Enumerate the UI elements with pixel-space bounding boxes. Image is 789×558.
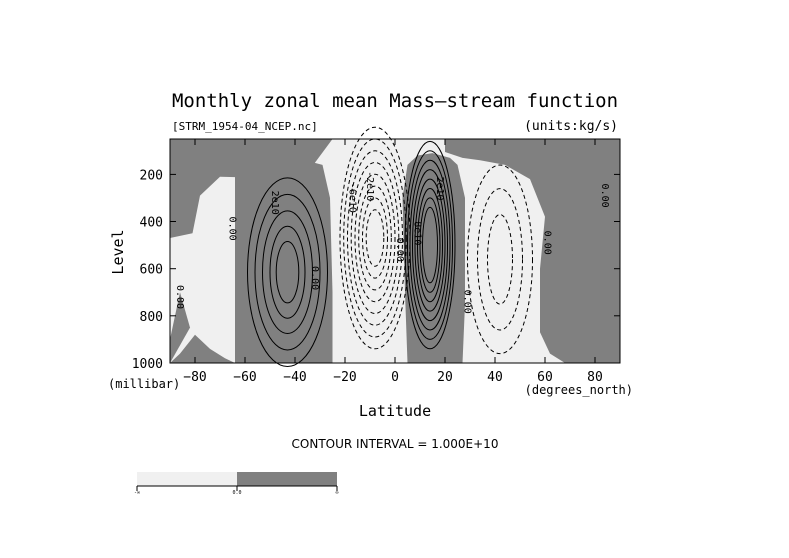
contour-labels: 0.00 0.00 2e10 0.00 -6e10 -2e10 0.00 8e10 2e10 0.… (174, 171, 610, 314)
positive-contour-line (404, 140, 456, 350)
y-axis-label: Level (109, 229, 127, 274)
x-tick-label: 0 (391, 370, 399, 385)
contour-label: 2e10 (434, 176, 445, 200)
positive-region (170, 334, 235, 363)
x-tick-label: −80 (183, 370, 206, 385)
y-axis: 200 400 600 800 1000 (132, 168, 620, 372)
positive-contour-line (247, 177, 328, 368)
x-tick-label: 60 (537, 370, 553, 385)
contour-label: 0.00 (462, 290, 473, 314)
negative-contour-line (365, 209, 385, 267)
colorbar: -∞ 0.0 ∞ (134, 472, 339, 496)
positive-contour-line (419, 197, 441, 293)
x-tick-label: −20 (333, 370, 356, 385)
x-axis: −80 −60 −40 −20 0 20 40 60 80 (183, 139, 603, 385)
positive-contour-line (409, 159, 451, 331)
positive-contour-line (414, 178, 446, 312)
negative-contour-line (487, 213, 513, 305)
colorbar-label: ∞ (335, 490, 338, 496)
positive-region (402, 153, 465, 363)
x-tick-label: −60 (233, 370, 256, 385)
y-tick-label: 200 (140, 168, 163, 183)
y-tick-label: 1000 (132, 357, 163, 372)
colorbar-negative-swatch (137, 472, 237, 486)
units-label: (units:kg/s) (524, 119, 618, 134)
contour-label: 0.00 (227, 217, 238, 241)
positive-contour-line (262, 210, 313, 335)
negative-contour-line (343, 138, 407, 338)
y-unit-label: (millibar) (108, 377, 180, 391)
negative-contour-line (354, 173, 396, 303)
positive-contour-line (417, 188, 443, 303)
chart-title: Monthly zonal mean Mass—stream function (172, 90, 618, 112)
negative-contour-line (467, 164, 533, 355)
contour-label: 8e10 (412, 221, 423, 245)
positive-contour-line (275, 241, 300, 304)
negative-contour-line (347, 150, 403, 326)
positive-region (170, 292, 190, 363)
colorbar-label: -∞ (134, 490, 140, 496)
x-tick-label: 80 (587, 370, 603, 385)
contour-label: 0.00 (309, 266, 320, 290)
negative-contour-line (358, 185, 392, 291)
colorbar-label: 0.0 (232, 490, 241, 496)
y-tick-label: 600 (140, 263, 163, 278)
x-unit-label: (degrees_north) (525, 383, 633, 397)
contour-label: 2e10 (269, 191, 280, 215)
contour-label: -2e10 (364, 171, 375, 201)
y-tick-label: 800 (140, 310, 163, 325)
positive-contour-line (422, 206, 438, 284)
plot-area: 0.00 0.00 2e10 0.00 -6e10 -2e10 0.00 8e10 2e10 0.… (169, 126, 621, 368)
negative-contour-line (477, 188, 523, 331)
contour-label: 0.00 (599, 184, 610, 208)
contour-label: 0.00 (542, 231, 553, 255)
x-tick-label: −40 (283, 370, 306, 385)
positive-contour-line (254, 193, 321, 351)
positive-contour-line (407, 150, 453, 340)
contour-label: -6e10 (347, 183, 358, 213)
colorbar-positive-swatch (237, 472, 337, 486)
x-axis-label: Latitude (359, 402, 431, 420)
x-tick-label: 20 (437, 370, 453, 385)
positive-region (445, 139, 620, 363)
positive-contour-line (269, 225, 306, 319)
contour-label: 0.00 (394, 238, 405, 262)
positive-contour-line (412, 169, 448, 322)
negative-contour-line (362, 197, 388, 279)
file-label: [STRM_1954-04_NCEP.nc] (172, 120, 318, 133)
x-tick-label: 40 (487, 370, 503, 385)
negative-contour-line (350, 162, 400, 314)
contour-label: 0.00 (174, 285, 185, 309)
contour-interval-label: CONTOUR INTERVAL = 1.000E+10 (292, 437, 499, 451)
y-tick-label: 400 (140, 216, 163, 231)
contour-lines (247, 126, 533, 368)
